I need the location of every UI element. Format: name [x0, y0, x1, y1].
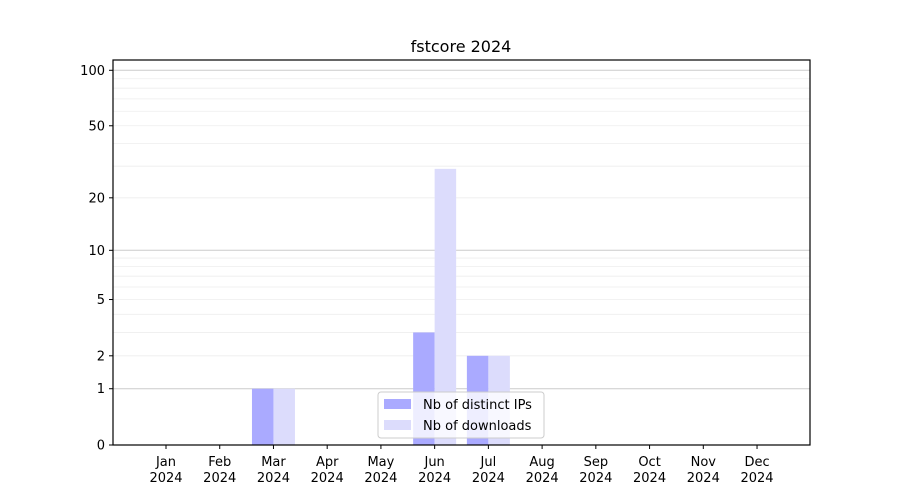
x-tick-label: Dec [744, 455, 769, 470]
x-tick-label: 2024 [526, 471, 559, 486]
x-tick-label: 2024 [740, 471, 773, 486]
y-tick-label: 50 [88, 119, 105, 134]
x-tick-label: 2024 [472, 471, 505, 486]
x-tick-label: 2024 [364, 471, 397, 486]
legend-swatch-ips [384, 399, 411, 409]
x-tick-label: 2024 [257, 471, 290, 486]
x-tick-label: Apr [316, 455, 339, 470]
x-tick-label: Jun [423, 455, 444, 470]
plot-frame [112, 59, 811, 446]
x-tick-label: 2024 [579, 471, 612, 486]
y-tick-label: 100 [80, 64, 105, 79]
bar-downloads [273, 388, 295, 445]
x-tick-label: Sep [584, 455, 609, 470]
legend-label-ips: Nb of distinct IPs [423, 398, 532, 413]
x-tick-label: Jul [480, 455, 497, 470]
x-tick-label: 2024 [203, 471, 236, 486]
bar-downloads [434, 168, 457, 446]
y-tick-label: 10 [88, 244, 105, 259]
x-tick-label: May [367, 455, 394, 470]
legend: Nb of distinct IPs Nb of downloads [377, 391, 545, 439]
x-tick-label: Nov [691, 455, 717, 470]
x-tick-label: 2024 [418, 471, 451, 486]
bar-distinct-ips [251, 388, 274, 445]
legend-box [377, 391, 545, 439]
x-tick-label: Mar [261, 455, 286, 470]
x-tick-label: 2024 [149, 471, 182, 486]
y-tick-label: 5 [97, 293, 105, 308]
x-tick-label: Jan [155, 455, 176, 470]
y-tick-label: 20 [88, 191, 105, 206]
legend-swatch-downloads [384, 420, 411, 430]
x-tick-label: 2024 [633, 471, 666, 486]
y-tick-label: 1 [97, 382, 105, 397]
x-tick-label: 2024 [687, 471, 720, 486]
x-tick-label: 2024 [311, 471, 344, 486]
legend-label-downloads: Nb of downloads [423, 419, 532, 434]
x-tick-label: Oct [638, 455, 660, 470]
chart-title: fstcore 2024 [411, 37, 512, 56]
x-tick-label: Feb [208, 455, 231, 470]
x-tick-label: Aug [529, 455, 554, 470]
y-tick-label: 2 [97, 349, 105, 364]
y-tick-label: 0 [97, 439, 105, 454]
